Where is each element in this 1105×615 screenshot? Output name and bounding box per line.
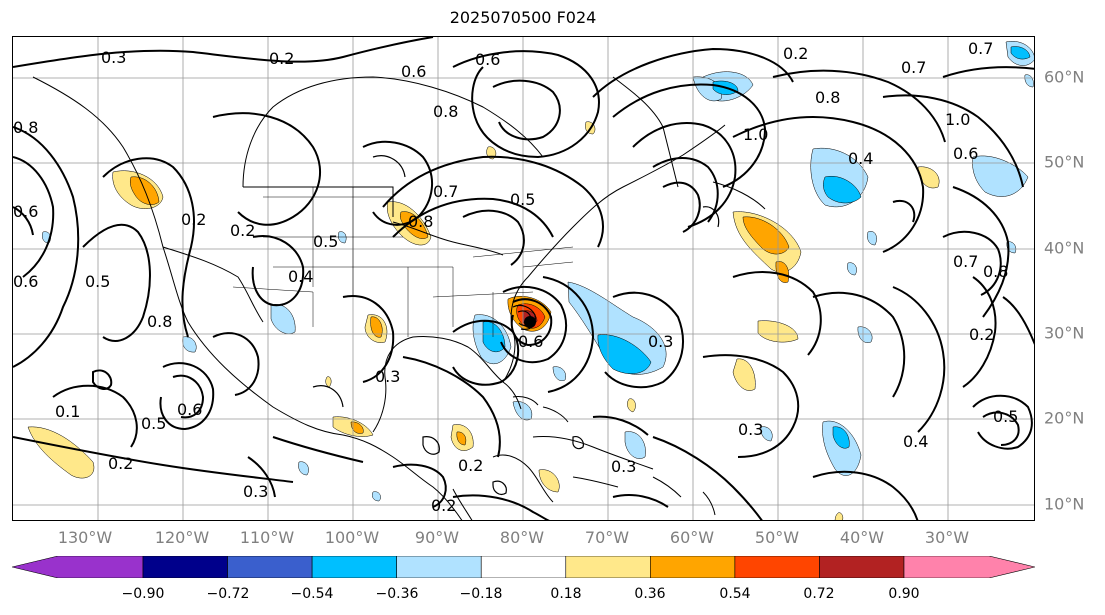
- lat-label: 20°N: [1044, 408, 1085, 428]
- contour-label: 0.5: [85, 272, 110, 291]
- contour-label: 0.8: [815, 88, 840, 107]
- contour-label: 0.3: [243, 482, 268, 501]
- map-plot-area: 0.3 0.2 0.6 0.6 0.2 0.7 0.7 0.8 0.8 1.0 …: [12, 36, 1035, 521]
- colorbar-tick: 0.36: [634, 586, 666, 602]
- contour-label: 0.6: [475, 50, 500, 69]
- colorbar-tick: −0.18: [459, 586, 503, 602]
- contour-label: 1.0: [743, 125, 768, 144]
- contour-label: 0.3: [738, 420, 763, 439]
- contour-label: 0.7: [901, 58, 926, 77]
- contour-label: 0.4: [848, 149, 873, 168]
- contour-label: 0.5: [313, 232, 338, 251]
- lon-label: 130°W: [57, 528, 113, 547]
- lon-label: 100°W: [324, 528, 380, 547]
- colorbar-segment: [734, 556, 820, 578]
- lat-label: 30°N: [1044, 323, 1085, 343]
- lon-label: 70°W: [584, 528, 630, 547]
- lon-label: 30°W: [924, 528, 970, 547]
- colorbar-tick: −0.36: [375, 586, 419, 602]
- colorbar-segment: [903, 556, 1035, 578]
- map-title: 2025070500 F024: [449, 8, 597, 27]
- lon-label: 40°W: [839, 528, 885, 547]
- contour-label: 0.6: [401, 62, 426, 81]
- contour-label: 0.4: [288, 267, 313, 286]
- contour-label: 0.2: [269, 49, 294, 68]
- lon-label: 50°W: [754, 528, 800, 547]
- contour-label: 1.0: [945, 110, 970, 129]
- colorbar-segment: [12, 556, 144, 578]
- contour-label: 0.7: [968, 39, 993, 58]
- colorbar-tick: 0.72: [803, 586, 835, 602]
- contour-label: 0.4: [903, 432, 928, 451]
- lon-label: 110°W: [239, 528, 295, 547]
- contour-label: 0.7: [433, 182, 458, 201]
- lon-label: 80°W: [499, 528, 545, 547]
- colorbar-tick: −0.90: [121, 586, 165, 602]
- colorbar-segment: [396, 556, 482, 578]
- contour-labels: 0.3 0.2 0.6 0.6 0.2 0.7 0.7 0.8 0.8 1.0 …: [13, 39, 1018, 515]
- colorbar-tick: −0.54: [290, 586, 334, 602]
- contour-label: 0.2: [108, 454, 133, 473]
- contour-label: 0.2: [969, 325, 994, 344]
- colorbar-tick: −0.72: [206, 586, 250, 602]
- lat-label: 40°N: [1044, 238, 1085, 258]
- shaded-anomalies: [27, 41, 1034, 520]
- contour-label: 0.8: [433, 102, 458, 121]
- contour-label: 0.5: [141, 414, 166, 433]
- contour-label: 0.2: [431, 496, 456, 515]
- contour-label: 0.3: [611, 457, 636, 476]
- contour-label: 0.7: [953, 252, 978, 271]
- colorbar-segment: [227, 556, 313, 578]
- colorbar-tick: 0.90: [888, 586, 920, 602]
- contour-label: 0.3: [375, 367, 400, 386]
- graticule: [13, 37, 1034, 520]
- colorbar-segment: [311, 556, 397, 578]
- lon-label: 120°W: [154, 528, 210, 547]
- colorbar-segment: [480, 556, 567, 578]
- lat-label: 10°N: [1044, 494, 1085, 514]
- colorbar-segment: [819, 556, 905, 578]
- lat-label: 60°N: [1044, 67, 1085, 87]
- contour-label: 0.6: [13, 272, 38, 291]
- colorbar-segment: [565, 556, 651, 578]
- contour-label: 0.6: [13, 202, 38, 221]
- contour-label: 0.8: [983, 262, 1008, 281]
- contours-thin: [312, 155, 720, 496]
- map-canvas: 0.3 0.2 0.6 0.6 0.2 0.7 0.7 0.8 0.8 1.0 …: [13, 37, 1034, 520]
- contour-label: 0.5: [510, 190, 535, 209]
- colorbar-tick: 0.54: [719, 586, 751, 602]
- contour-label: 0.6: [518, 332, 543, 351]
- contour-label: 0.2: [181, 210, 206, 229]
- contour-label: 0.8: [13, 118, 38, 137]
- colorbar-tick: 0.18: [550, 586, 582, 602]
- contour-label: 0.8: [408, 212, 433, 231]
- contour-label: 0.1: [55, 402, 80, 421]
- contour-label: 0.2: [783, 44, 808, 63]
- contour-label: 0.8: [147, 312, 172, 331]
- colorbar-segment: [650, 556, 736, 578]
- colorbar-segment: [142, 556, 228, 578]
- contour-label: 0.3: [648, 332, 673, 351]
- contour-label: 0.3: [101, 48, 126, 67]
- state-borders: [232, 187, 574, 337]
- contour-label: 0.2: [458, 456, 483, 475]
- lon-label: 60°W: [669, 528, 715, 547]
- contour-label: 0.6: [177, 400, 202, 419]
- lon-label: 90°W: [414, 528, 460, 547]
- contour-label: 0.2: [230, 221, 255, 240]
- lat-label: 50°N: [1044, 152, 1085, 172]
- contour-label: 0.5: [993, 407, 1018, 426]
- contours: [13, 37, 1034, 520]
- contour-label: 0.6: [953, 144, 978, 163]
- colorbar: [12, 556, 1035, 578]
